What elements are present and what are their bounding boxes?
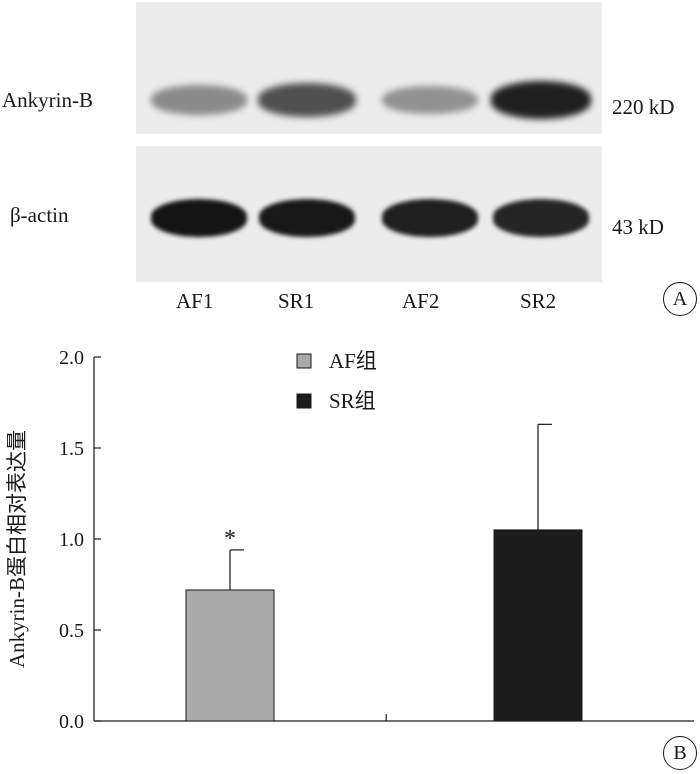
y-axis-label: Ankyrin-B蛋白相对表达量: [5, 430, 29, 668]
lane-label-af2: AF2: [402, 289, 440, 313]
blot-band: [493, 199, 589, 237]
blot-band: [258, 83, 356, 117]
blot-band: [151, 85, 247, 115]
blot-strip-ankyrin-b: [136, 2, 602, 134]
protein-label-beta-actin: β-actin: [10, 203, 69, 227]
size-label-43kd: 43 kD: [612, 215, 664, 239]
legend-label-sr: SR组: [329, 389, 376, 413]
y-tick-label: 0.5: [59, 620, 84, 642]
lane-label-af1: AF1: [176, 289, 214, 313]
blot-band: [491, 81, 591, 119]
y-tick-label: 1.5: [59, 438, 84, 460]
legend-swatch-sr: [296, 393, 312, 409]
legend-swatch-af: [296, 353, 312, 369]
y-tick-label: 1.0: [59, 529, 84, 551]
blot-strip-beta-actin: [136, 146, 602, 282]
bar-chart: 0.0 0.5 1.0 1.5 2.0 Ankyrin-B蛋白相对表达量 * AF组 SR组: [5, 347, 694, 733]
panel-marker-a: A: [663, 282, 697, 316]
blot-band: [151, 199, 247, 237]
panel-marker-b: B: [663, 736, 697, 770]
blot-band: [382, 199, 478, 237]
legend-label-af: AF组: [329, 349, 377, 373]
bar-sr: [493, 529, 583, 722]
lane-label-sr1: SR1: [278, 289, 315, 313]
y-tick-label: 2.0: [59, 347, 84, 369]
lane-label-sr2: SR2: [520, 289, 557, 313]
protein-label-ankyrin-b: Ankyrin-B: [2, 88, 93, 112]
y-tick-label: 0.0: [59, 711, 84, 733]
significance-marker: *: [224, 526, 236, 552]
size-label-220kd: 220 kD: [612, 95, 675, 119]
bar-af: [185, 589, 275, 722]
blot-band: [259, 199, 355, 237]
blot-band: [382, 85, 478, 115]
